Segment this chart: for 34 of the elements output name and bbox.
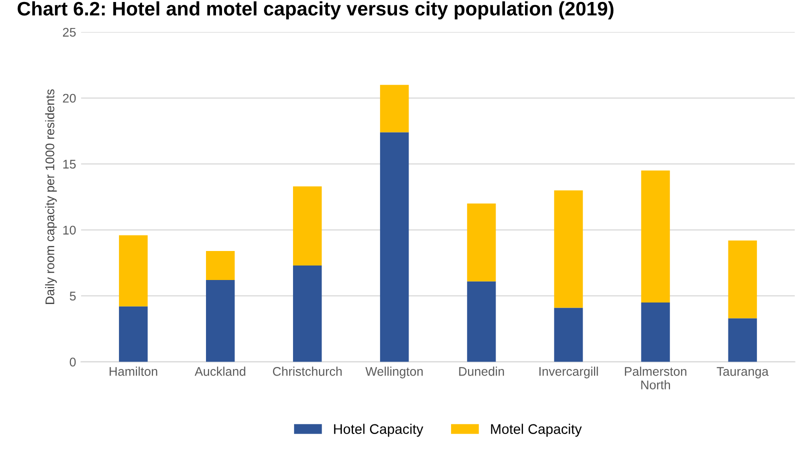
- bar: [206, 280, 235, 362]
- y-tick-label: 5: [70, 292, 76, 301]
- chart-title: Chart 6.2: Hotel and motel capacity versus city population (2019): [18, 1, 614, 20]
- y-tick-label: 15: [63, 160, 76, 169]
- bar: [554, 308, 583, 362]
- y-tick-label: 0: [70, 358, 76, 366]
- bar: [118, 235, 148, 306]
- bar: [728, 240, 757, 318]
- y-axis-title: Daily room capacity per 1000 residents: [45, 89, 57, 304]
- bar: [467, 204, 496, 282]
- bar: [554, 190, 583, 308]
- x-tick-label: Wellington: [365, 366, 423, 378]
- x-tick-label: Dunedin: [459, 366, 504, 376]
- x-tick-label: Auckland: [194, 366, 246, 376]
- y-tick-label: 10: [63, 226, 76, 235]
- legend-label: Motel Capacity: [491, 424, 582, 437]
- y-tick-label: 20: [62, 94, 76, 103]
- legend-label: Hotel Capacity: [334, 424, 424, 437]
- bar: [467, 281, 496, 362]
- bar: [641, 302, 670, 362]
- bar: [293, 186, 322, 266]
- bar: [380, 84, 409, 132]
- bar: [206, 251, 235, 280]
- x-tick-label: Hamilton: [110, 366, 158, 376]
- bar: [728, 318, 757, 362]
- x-tick-label: Tauranga: [716, 367, 769, 378]
- bar: [641, 170, 670, 302]
- bar: [293, 266, 322, 362]
- bar: [118, 306, 148, 362]
- y-tick-label: 25: [62, 28, 76, 37]
- x-tick-label: Palmerston North: [624, 366, 686, 390]
- x-tick-label: Christchurch: [272, 366, 342, 376]
- x-tick-label: Invercargill: [539, 366, 598, 378]
- bar: [380, 132, 409, 362]
